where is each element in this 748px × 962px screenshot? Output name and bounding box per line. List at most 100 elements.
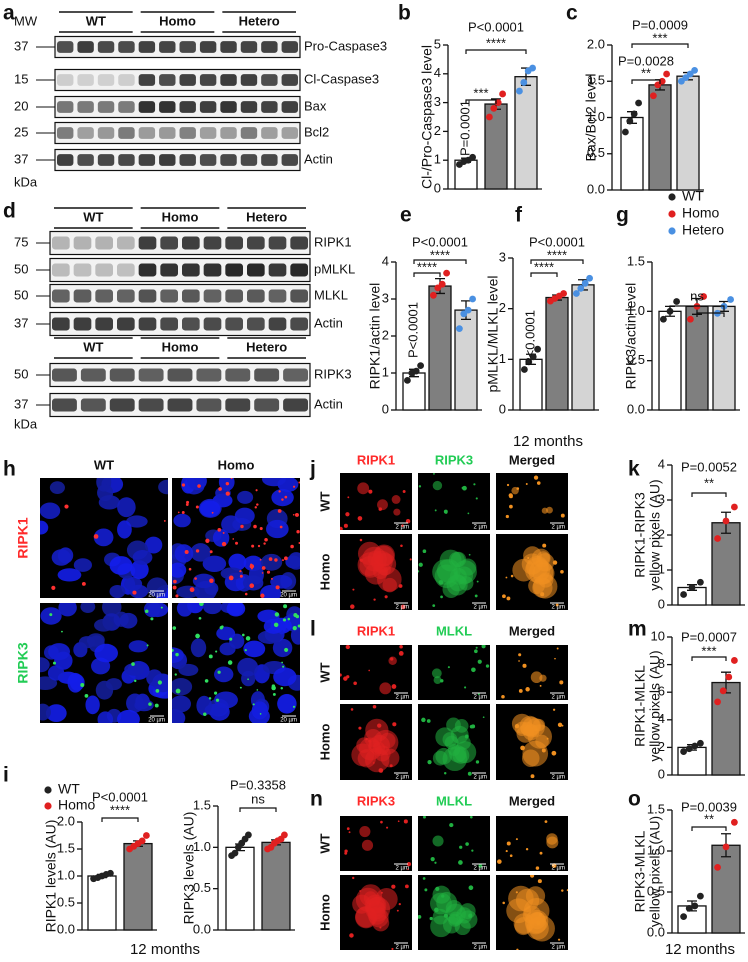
nucleus <box>260 553 283 571</box>
micrograph-content <box>349 876 409 950</box>
y-tick-label: 1 <box>499 351 506 366</box>
signal <box>131 662 135 666</box>
row-label: Homo <box>317 894 332 931</box>
signal <box>348 831 351 834</box>
micrograph <box>340 473 412 530</box>
column-label: MLKL <box>436 793 472 808</box>
blot-band <box>109 368 135 382</box>
micrograph-content <box>350 704 400 773</box>
signal <box>535 866 540 870</box>
signal <box>404 884 409 889</box>
panel-letter: h <box>3 458 16 481</box>
signal <box>186 500 190 504</box>
signal <box>426 719 431 723</box>
blot-band <box>283 368 308 382</box>
scale-label: 2 µm <box>396 525 409 531</box>
signal <box>148 702 152 706</box>
signal <box>239 574 243 578</box>
signal <box>401 524 404 528</box>
x-axis-label: 12 months <box>665 941 735 958</box>
y-axis-label: RIPK1-RIPK3 <box>632 492 648 578</box>
micrograph <box>496 473 568 530</box>
signal <box>471 667 476 673</box>
blot-band <box>247 236 265 250</box>
signal <box>359 538 363 542</box>
blot-band <box>109 398 135 412</box>
panel-letter: l <box>310 618 316 641</box>
y-tick-label: 2.0 <box>587 36 605 51</box>
signal <box>175 594 179 598</box>
y-tick-label: 0.0 <box>627 401 645 416</box>
panel-letter: a <box>3 2 15 25</box>
micrograph-content <box>344 819 412 871</box>
scale-label: 20 µm <box>148 593 165 599</box>
band-label: Pro-Caspase3 <box>304 38 387 53</box>
panel-letter: c <box>566 2 578 25</box>
y-axis-label: RIPK3 levels (AU) <box>181 812 197 925</box>
signal <box>228 575 234 581</box>
y-tick-label: 0 <box>434 180 441 195</box>
signal <box>398 651 404 656</box>
signal <box>197 484 201 488</box>
signal <box>373 598 376 601</box>
blot-band <box>118 127 135 139</box>
signal <box>422 877 426 880</box>
signal <box>294 512 299 517</box>
y-tick-label: 0.5 <box>647 883 665 898</box>
nucleus <box>176 603 193 617</box>
nucleus <box>97 484 114 502</box>
y-tick-label: 0.5 <box>193 880 211 895</box>
bar <box>261 841 291 931</box>
bracket <box>631 43 689 48</box>
signal <box>536 481 541 485</box>
micrograph-content <box>172 603 300 723</box>
signal <box>209 550 213 554</box>
annotation: P=0.0052 <box>681 459 737 474</box>
signal-cluster <box>380 748 400 768</box>
panel-letter: d <box>3 200 16 223</box>
annotation: ** <box>704 475 714 490</box>
nucleus <box>94 643 118 663</box>
signal <box>352 876 355 880</box>
signal <box>473 483 476 486</box>
signal-cluster <box>536 553 555 572</box>
signal <box>407 868 409 871</box>
bracket <box>669 305 725 310</box>
bracket <box>530 259 584 264</box>
blot-band <box>240 127 258 139</box>
data-point <box>525 358 533 366</box>
y-tick-label: 4 <box>434 65 441 80</box>
signal <box>429 916 433 921</box>
legend-marker <box>44 786 52 794</box>
y-tick-label: 1.5 <box>647 801 665 816</box>
blot-band <box>57 101 74 113</box>
signal <box>257 544 261 548</box>
data-point <box>464 306 472 314</box>
bracket <box>691 826 727 831</box>
data-point <box>438 280 446 288</box>
signal <box>340 526 343 530</box>
blot-band <box>203 289 222 303</box>
signal <box>353 681 357 686</box>
group-label: Homo <box>159 13 196 28</box>
signal <box>530 774 535 779</box>
signal <box>358 726 362 730</box>
nucleus <box>49 481 65 494</box>
signal-cluster <box>449 567 467 585</box>
annotation: ns <box>690 288 704 303</box>
signal <box>352 588 355 591</box>
annotation: **** <box>110 802 130 817</box>
signal <box>391 884 396 889</box>
blot-band <box>225 263 243 277</box>
y-tick-label: 0.0 <box>193 921 211 936</box>
mw-label: 15 <box>14 71 28 86</box>
signal <box>272 692 276 696</box>
annotation: P=0.0009 <box>632 17 688 32</box>
nucleus <box>173 513 191 528</box>
blot-band <box>179 101 196 113</box>
signal-blob <box>530 671 543 684</box>
signal <box>199 603 204 607</box>
data-point <box>697 739 704 747</box>
signal-blob <box>431 668 442 679</box>
signal <box>244 592 248 596</box>
